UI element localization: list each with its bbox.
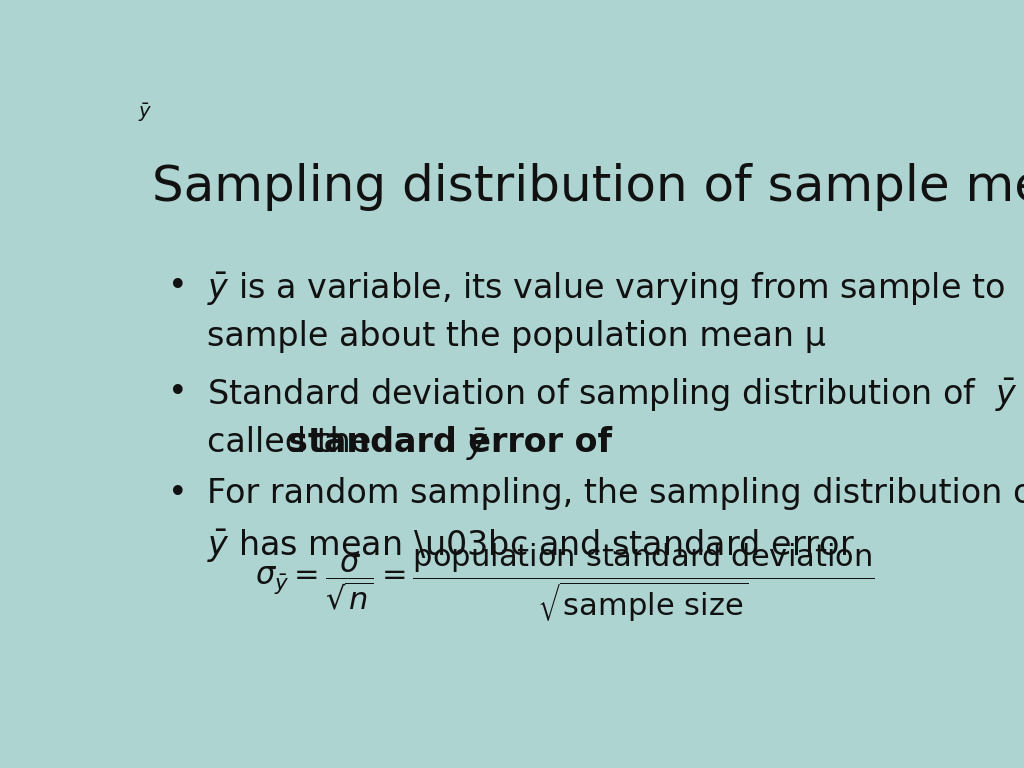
Text: called the: called the	[207, 426, 382, 459]
Text: $\bar{y}$ is a variable, its value varying from sample to: $\bar{y}$ is a variable, its value varyi…	[207, 270, 1006, 306]
Text: sample about the population mean μ: sample about the population mean μ	[207, 319, 826, 353]
Text: •: •	[168, 476, 187, 509]
Text: $\sigma_{\bar{y}} = \dfrac{\sigma}{\sqrt{n}} = \dfrac{\mathrm{population\ standa: $\sigma_{\bar{y}} = \dfrac{\sigma}{\sqrt…	[255, 541, 874, 624]
Text: standard error of: standard error of	[289, 426, 612, 459]
Text: $\bar{y}$: $\bar{y}$	[445, 426, 488, 463]
Text: For random sampling, the sampling distribution of: For random sampling, the sampling distri…	[207, 476, 1024, 509]
Text: $\bar{y}$: $\bar{y}$	[137, 101, 152, 124]
Text: Standard deviation of sampling distribution of  $\bar{y}$  is: Standard deviation of sampling distribut…	[207, 376, 1024, 413]
Text: •: •	[168, 376, 187, 409]
Text: Sampling distribution of sample mean: Sampling distribution of sample mean	[152, 163, 1024, 211]
Text: •: •	[168, 270, 187, 303]
Text: $\bar{y}$ has mean \u03bc and standard error: $\bar{y}$ has mean \u03bc and standard e…	[207, 527, 855, 564]
